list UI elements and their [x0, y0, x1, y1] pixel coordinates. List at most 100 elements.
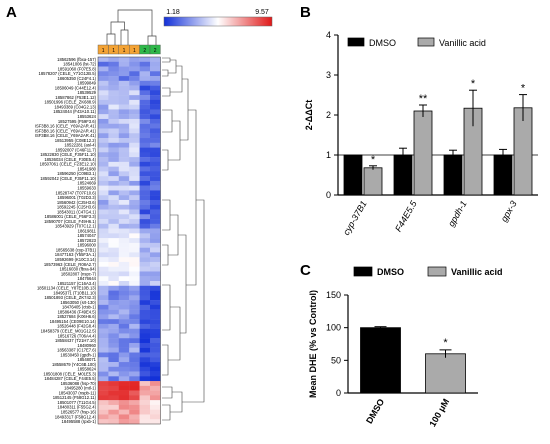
heatmap-cell: [108, 219, 119, 225]
heatmap-cell: [150, 61, 161, 67]
heatmap-cell: [129, 385, 140, 391]
heatmap-cell: [150, 314, 161, 320]
heatmap-cell: [108, 204, 119, 210]
heatmap-cell: [150, 185, 161, 191]
heatmap-cell: [139, 161, 151, 167]
heatmap-cell: [108, 252, 119, 258]
heatmap-cell: [139, 104, 151, 110]
heatmap-cell: [129, 185, 140, 191]
heatmap-cell: [129, 357, 140, 363]
heatmap-cell: [108, 133, 119, 139]
heatmap-row-label: 18501996 (CELE_ZK688.9): [44, 100, 96, 105]
heatmap-cell: [150, 419, 161, 425]
heatmap-cell: [118, 276, 130, 282]
column-dendrogram: [106, 9, 157, 45]
heatmap-cell: [129, 133, 140, 139]
heatmap-cell: [139, 138, 151, 143]
heatmap-cell: [150, 71, 161, 77]
legend-label: DMSO: [377, 267, 404, 277]
heatmap-cell: [150, 304, 161, 310]
heatmap-cell: [129, 195, 140, 201]
heatmap-cell: [129, 219, 140, 225]
heatmap-cell: [118, 376, 130, 382]
heatmap-cell: [118, 76, 130, 82]
heatmap-cell: [108, 76, 119, 82]
heatmap-cell: [108, 328, 119, 334]
heatmap-row-label: 18501808 (CELE_M01E5.3): [43, 371, 96, 376]
heatmap-cell: [129, 123, 140, 129]
heatmap-cell: [118, 190, 130, 196]
heatmap-cell: [108, 323, 119, 329]
heatmap-cell: [139, 266, 151, 272]
heatmap-cell: [98, 242, 109, 248]
heatmap-cell: [118, 61, 130, 67]
heatmap-row-label: 18495154 (CE09E10.14): [50, 319, 97, 324]
heatmap-cell: [129, 214, 140, 220]
heatmap-cell: [129, 199, 140, 205]
heatmap-cell: [129, 271, 140, 277]
heatmap-cell: [139, 404, 151, 410]
heatmap-cell: [118, 357, 130, 363]
heatmap-cell: [108, 123, 119, 129]
heatmap-cell: [118, 138, 130, 143]
heatmap-cell: [129, 99, 140, 105]
heatmap-cell: [129, 71, 140, 77]
heatmap-cell: [98, 71, 109, 77]
heatmap-cell: [129, 371, 140, 377]
heatmap-cell: [118, 104, 130, 110]
heatmap-border: [97, 56, 161, 425]
x-tick-label: DMSO: [364, 397, 386, 425]
heatmap-cell: [118, 90, 130, 96]
heatmap-cell: [150, 409, 161, 415]
heatmap-row-label: 18543929 (T07C12.1): [55, 224, 97, 229]
heatmap-row-label: 18527684 (K06H6.6): [57, 314, 96, 319]
heatmap-cell: [98, 171, 109, 177]
heatmap-cell: [98, 400, 109, 406]
heatmap-cell: [129, 166, 140, 172]
heatmap-row-label: 18476405 (ctsb-1): [62, 305, 97, 310]
heatmap-cell: [108, 414, 119, 420]
heatmap-cell: [108, 285, 119, 291]
heatmap-cell: [108, 80, 119, 86]
bar: [360, 327, 401, 394]
bar: [413, 110, 433, 196]
heatmap-cell: [150, 366, 161, 372]
heatmap-cell: [150, 209, 161, 215]
heatmap-cell: [98, 166, 109, 172]
heatmap-cell: [118, 281, 130, 286]
heatmap-cell: [129, 104, 140, 110]
heatmap-cell: [118, 323, 130, 329]
heatmap-cell: [98, 133, 109, 139]
heatmap-cell: [139, 323, 151, 329]
significance-marker: *: [521, 83, 526, 95]
heatmap-cell: [118, 395, 130, 401]
heatmap-cell: [129, 171, 140, 177]
heatmap-cell: [150, 238, 161, 244]
heatmap-cell: [108, 61, 119, 67]
heatmap-cell: [150, 176, 161, 182]
heatmap-cell: [139, 76, 151, 82]
heatmap-row-label: 18596001 (T02D3.3): [57, 195, 96, 200]
y-tick-label: 0: [326, 190, 331, 200]
heatmap-cell: [98, 295, 109, 301]
heatmap-cell: [118, 247, 130, 253]
heatmap-cell: [108, 195, 119, 201]
heatmap-row-label: 18558679 (Y4C6B.100): [52, 362, 97, 367]
heatmap-row-label: 18560942 (C25H3.6): [57, 200, 97, 205]
heatmap-cell: [108, 85, 119, 91]
heatmap-cell: [108, 366, 119, 372]
heatmap-cell: [150, 76, 161, 82]
heatmap-cell: [139, 271, 151, 277]
heatmap-cell: [129, 281, 140, 286]
heatmap-cell: [150, 95, 161, 101]
heatmap-cell: [118, 266, 130, 272]
heatmap-cell: [108, 176, 119, 182]
heatmap-cell: [108, 419, 119, 425]
heatmap-cell: [139, 152, 151, 158]
heatmap-cell: [98, 147, 109, 153]
heatmap-cell: [98, 385, 109, 391]
heatmap-cell: [98, 366, 109, 372]
heatmap-cell: [139, 357, 151, 363]
heatmap-row-label: 18501134 (CELE_Y87E10B.13): [37, 286, 97, 291]
heatmap-cell: [150, 147, 161, 153]
